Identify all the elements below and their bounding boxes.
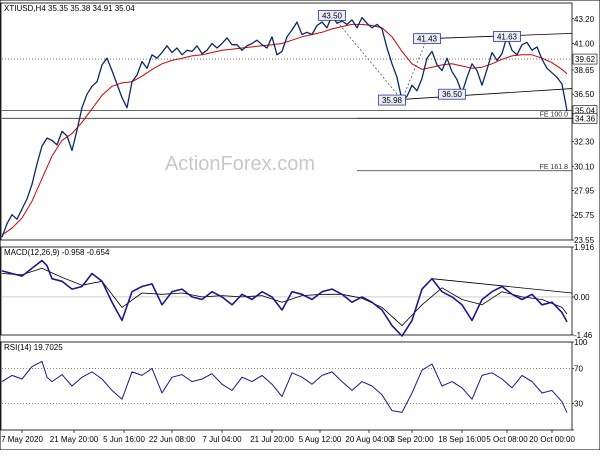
rsi-ytick-label: 100	[574, 338, 588, 347]
price-title: XTIUSD,H4 35.35 35.38 34.91 35.04	[4, 4, 135, 13]
price-annotation-4: 36.50	[438, 88, 466, 100]
annotation-box	[438, 88, 466, 100]
annotation-label: 41.63	[497, 32, 518, 41]
xtick-label: 20 Oct 00:00	[529, 435, 575, 444]
price-tag-2: 39.62	[572, 53, 598, 65]
annotation-box	[493, 31, 521, 42]
xtick-label: 5 Jun 16:00	[103, 435, 145, 444]
xtick-label: 21 Jul 20:00	[250, 435, 294, 444]
price-ma-series	[1, 23, 568, 236]
price-ytick-label: 36.50	[574, 90, 595, 99]
xtick-label: 7 Jul 04:00	[202, 435, 242, 444]
panel-frame-macd	[0, 246, 573, 336]
xtick-label: 20 Aug 04:00	[345, 435, 393, 444]
annotation-box	[378, 94, 406, 106]
annotation-label: 43.50	[322, 11, 343, 20]
rsi-title: RSI(14) 19.7025	[4, 343, 63, 352]
price-tag-4: 34.36	[572, 112, 598, 124]
price-series	[1, 14, 568, 238]
trendline-lower-channel	[391, 88, 573, 101]
rsi-series	[1, 360, 568, 413]
xtick-label: 22 Jun 08:00	[149, 435, 196, 444]
price-annotation-2: 41.63	[493, 31, 521, 42]
annotation-label: 35.98	[382, 96, 403, 105]
annotation-box	[318, 10, 346, 21]
panel-frame-rsi	[0, 341, 573, 431]
price-ytick-label: 30.10	[574, 162, 595, 171]
watermark: ActionForex.com	[165, 153, 315, 175]
macd-ytick-label: 1.916	[574, 243, 595, 252]
price-ytick-label: 23.55	[574, 236, 595, 245]
xtick-label: 21 May 20:00	[50, 435, 99, 444]
macd-series	[1, 259, 568, 337]
macd-ytick-label: -1.46	[574, 331, 593, 340]
xtick-label: 5 Oct 08:00	[486, 435, 528, 444]
price-ytick-label: 43.20	[574, 15, 595, 24]
price-ytick-label: 38.65	[574, 66, 595, 75]
price-ytick-label: 41.00	[574, 40, 595, 49]
level-label-0: FE 100.0	[540, 111, 569, 118]
price-ytick-label: 32.30	[574, 137, 595, 146]
price-annotation-3: 35.98	[378, 94, 406, 106]
macd-signal-series	[1, 267, 568, 326]
rsi-ytick-label: 30	[574, 400, 583, 409]
xtick-label: 5 Aug 12:00	[299, 435, 342, 444]
price-tag-box	[572, 112, 598, 124]
trendline-fib-leg-1	[331, 15, 403, 101]
xtick-label: 7 May 2020	[1, 435, 43, 444]
annotation-box	[413, 33, 441, 45]
annotation-label: 41.43	[417, 35, 438, 44]
level-label-1: FE 161.8	[540, 164, 569, 171]
xtick-label: 18 Sep 16:00	[438, 435, 486, 444]
panel-frame-price	[0, 2, 573, 241]
xtick-label: 3 Sep 20:00	[390, 435, 434, 444]
price-tag-label: 39.62	[575, 55, 596, 64]
rsi-ytick-label: 70	[574, 364, 583, 373]
annotation-label: 36.50	[442, 90, 463, 99]
price-annotation-1: 41.43	[413, 33, 441, 45]
macd-title: MACD(12,26,9) -0.958 -0.654	[4, 248, 110, 257]
price-tag-label: 35.04	[575, 107, 596, 116]
trendline-fib-leg-2	[401, 38, 428, 101]
price-tag-label: 34.36	[575, 114, 596, 123]
price-ytick-label: 25.75	[574, 211, 595, 220]
price-ytick-label: 27.95	[574, 186, 595, 195]
price-tag-box	[572, 53, 598, 65]
macd-ytick-label: 0.00	[574, 293, 590, 302]
price-annotation-0: 43.50	[318, 10, 346, 21]
